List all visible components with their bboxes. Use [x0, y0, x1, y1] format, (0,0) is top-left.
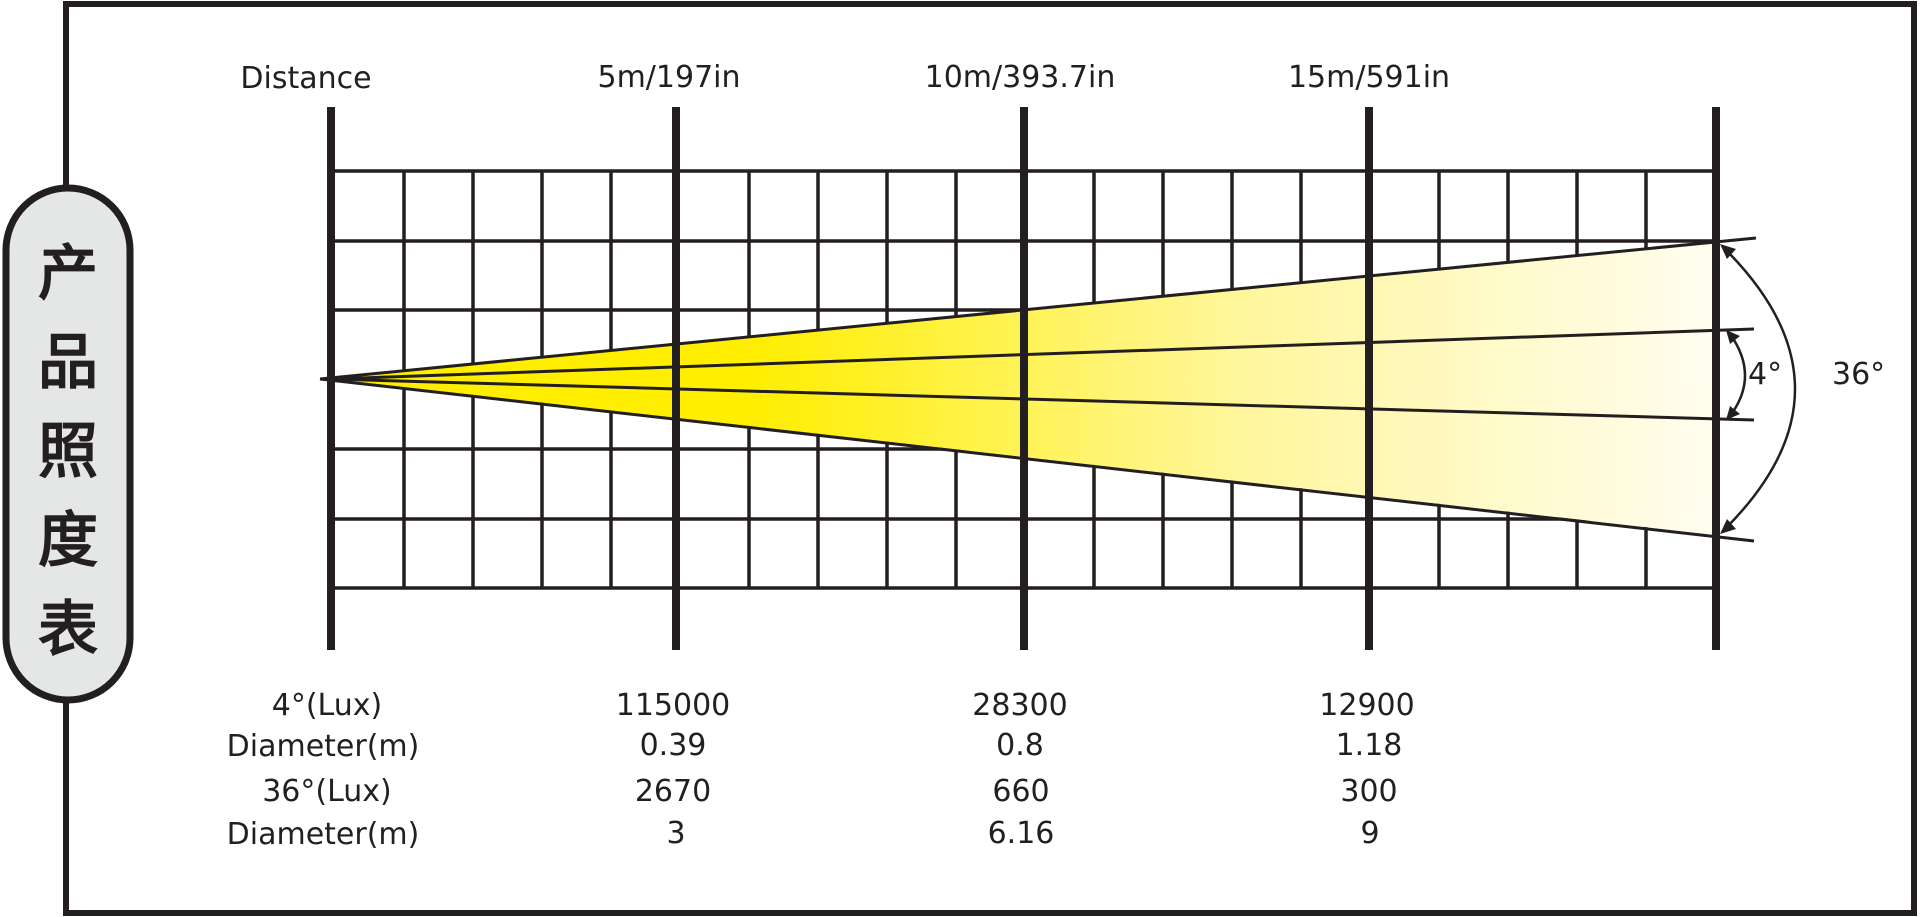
side-title-char: 品	[38, 328, 98, 398]
side-title-char: 产	[38, 239, 98, 309]
table-cell: 12900	[1319, 688, 1414, 723]
table-cell: 6.16	[988, 816, 1055, 851]
table-cell: 660	[992, 774, 1049, 809]
distance-column-label: 10m/393.7in	[925, 60, 1116, 95]
row-label: Diameter(m)	[227, 817, 420, 852]
table-cell: 3	[666, 816, 685, 851]
table-cell: 9	[1360, 816, 1379, 851]
wide-angle-label: 36°	[1832, 357, 1885, 392]
row-label: 4°(Lux)	[272, 688, 382, 723]
beam-edges	[319, 236, 1757, 543]
angle-arcs	[1723, 247, 1797, 531]
table-cell: 28300	[972, 688, 1067, 723]
side-title-pill	[2, 184, 134, 704]
table-cell: 0.39	[640, 728, 707, 763]
table-cell: 300	[1340, 774, 1397, 809]
row-label: 36°(Lux)	[262, 774, 392, 809]
distance-label: Distance	[240, 61, 371, 96]
arrowheads	[1720, 244, 1740, 534]
distance-markers	[327, 107, 1720, 650]
side-title-char: 表	[38, 595, 98, 665]
distance-column-label: 15m/591in	[1288, 60, 1450, 95]
side-title: 产 品 照 度 表	[38, 239, 98, 665]
narrow-angle-label: 4°	[1748, 357, 1782, 392]
table-cell: 115000	[616, 688, 731, 723]
side-title-char: 度	[38, 506, 98, 576]
table-cell: 0.8	[996, 728, 1044, 763]
row-label: Diameter(m)	[227, 729, 420, 764]
table-cell: 1.18	[1336, 728, 1403, 763]
side-title-char: 照	[38, 417, 98, 487]
table-cell: 2670	[635, 774, 711, 809]
distance-column-label: 5m/197in	[597, 60, 740, 95]
data-table: 4°(Lux) Diameter(m) 36°(Lux) Diameter(m)…	[227, 688, 1415, 852]
